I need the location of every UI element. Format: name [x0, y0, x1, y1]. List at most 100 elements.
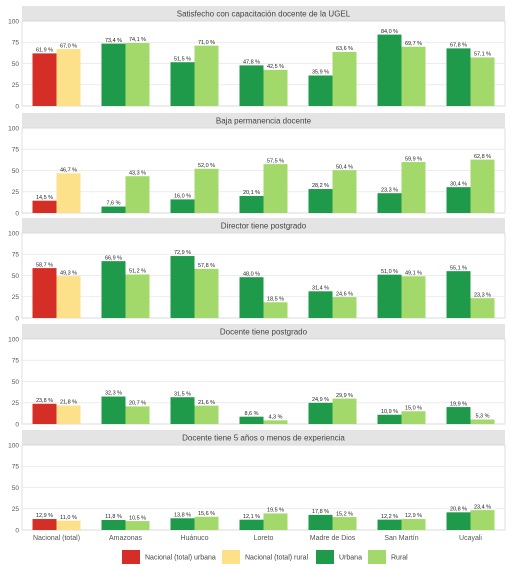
panel-title-2: Baja permanencia docente	[216, 117, 312, 126]
bar-urban	[101, 206, 126, 213]
bar-rural	[263, 164, 288, 213]
y-tick-label: 75	[12, 464, 20, 471]
y-tick-label: 25	[12, 400, 20, 407]
data-label-rural: 50,4 %	[336, 164, 353, 170]
data-label-urban: 84,0 %	[381, 29, 398, 35]
data-label-rural: 49,1 %	[405, 270, 422, 276]
bar-rural	[332, 398, 357, 424]
data-label-rural: 4,3 %	[268, 415, 282, 421]
y-tick-label: 0	[15, 421, 19, 428]
panel-title-3: Director tiene postgrado	[221, 222, 307, 231]
panel-header-3	[22, 218, 505, 233]
bar-rural	[56, 405, 81, 424]
data-label-rural: 29,9 %	[336, 393, 353, 399]
bar-rural	[194, 268, 219, 318]
data-label-rural: 18,5 %	[267, 296, 284, 302]
data-label-rural: 5,3 %	[475, 414, 489, 420]
data-label-urban: 58,7 %	[36, 262, 53, 268]
bar-rural	[401, 411, 426, 424]
bar-urban	[32, 403, 57, 424]
y-tick-label: 50	[12, 485, 20, 492]
data-label-rural: 15,6 %	[198, 511, 215, 517]
y-tick-label: 25	[12, 294, 20, 301]
data-label-rural: 51,2 %	[129, 269, 146, 275]
y-tick-label: 75	[12, 40, 20, 47]
bar-urban	[308, 291, 333, 318]
y-tick-label: 100	[8, 442, 19, 449]
category-label: San Martín	[384, 535, 418, 542]
bar-urban	[32, 268, 57, 318]
data-label-rural: 67,0 %	[60, 43, 77, 49]
y-tick-label: 50	[12, 379, 20, 386]
bar-urban	[101, 261, 126, 318]
data-label-urban: 51,5 %	[174, 56, 191, 62]
data-label-urban: 16,0 %	[174, 194, 191, 200]
y-tick-label: 0	[15, 103, 19, 110]
bar-rural	[56, 520, 81, 530]
bar-urban	[446, 407, 471, 424]
data-label-urban: 12,1 %	[243, 514, 260, 520]
bar-rural	[401, 46, 426, 106]
data-label-urban: 73,4 %	[105, 38, 122, 44]
y-tick-label: 25	[12, 189, 20, 196]
bar-rural	[263, 69, 288, 106]
data-label-rural: 10,5 %	[129, 515, 146, 521]
data-label-urban: 19,9 %	[450, 401, 467, 407]
bar-urban	[32, 200, 57, 213]
bar-urban	[377, 519, 402, 530]
y-tick-label: 75	[12, 252, 20, 259]
bar-urban	[377, 193, 402, 213]
y-tick-label: 100	[8, 230, 19, 237]
bar-urban	[308, 402, 333, 424]
bar-urban	[308, 514, 333, 530]
data-label-rural: 57,5 %	[267, 158, 284, 164]
bar-rural	[125, 274, 150, 318]
panel-header-5	[22, 430, 505, 445]
bar-urban	[170, 397, 195, 424]
data-label-urban: 23,3 %	[381, 187, 398, 193]
data-label-urban: 51,0 %	[381, 269, 398, 275]
legend-label: Rural	[391, 555, 408, 562]
panel-header-4	[22, 324, 505, 339]
data-label-urban: 13,8 %	[174, 512, 191, 518]
y-tick-label: 100	[8, 336, 19, 343]
bar-rural	[263, 302, 288, 318]
category-label: Huánuco	[180, 535, 208, 542]
y-tick-label: 75	[12, 147, 20, 154]
bar-rural	[125, 43, 150, 106]
data-label-urban: 28,2 %	[312, 183, 329, 189]
data-label-urban: 47,8 %	[243, 60, 260, 66]
data-label-rural: 23,3 %	[474, 292, 491, 298]
data-label-rural: 15,0 %	[405, 405, 422, 411]
data-label-urban: 31,5 %	[174, 391, 191, 397]
data-label-rural: 71,0 %	[198, 40, 215, 46]
y-tick-label: 100	[8, 125, 19, 132]
bar-rural	[401, 276, 426, 318]
data-label-rural: 62,8 %	[474, 154, 491, 160]
data-label-urban: 24,9 %	[312, 397, 329, 403]
bar-urban	[101, 396, 126, 424]
data-label-urban: 35,9 %	[312, 70, 329, 76]
bar-rural	[125, 406, 150, 424]
legend-swatch	[316, 550, 334, 564]
bar-urban	[170, 518, 195, 530]
y-tick-label: 50	[12, 168, 20, 175]
bar-urban	[377, 414, 402, 424]
bar-urban	[239, 277, 264, 318]
data-label-rural: 46,7 %	[60, 168, 77, 174]
bar-urban	[32, 53, 57, 106]
bar-urban	[101, 519, 126, 530]
legend-label: Nacional (total) urbana	[145, 555, 216, 562]
y-tick-label: 25	[12, 506, 20, 513]
legend-label: Urbana	[339, 555, 362, 562]
data-label-urban: 10,9 %	[381, 409, 398, 415]
bar-rural	[194, 168, 219, 213]
data-label-rural: 57,1 %	[474, 52, 491, 58]
category-label: Ucayali	[459, 535, 482, 542]
data-label-urban: 7,6 %	[106, 201, 120, 207]
bar-urban	[239, 65, 264, 106]
bar-rural	[332, 297, 357, 318]
bar-rural	[194, 516, 219, 530]
y-tick-label: 50	[12, 273, 20, 280]
